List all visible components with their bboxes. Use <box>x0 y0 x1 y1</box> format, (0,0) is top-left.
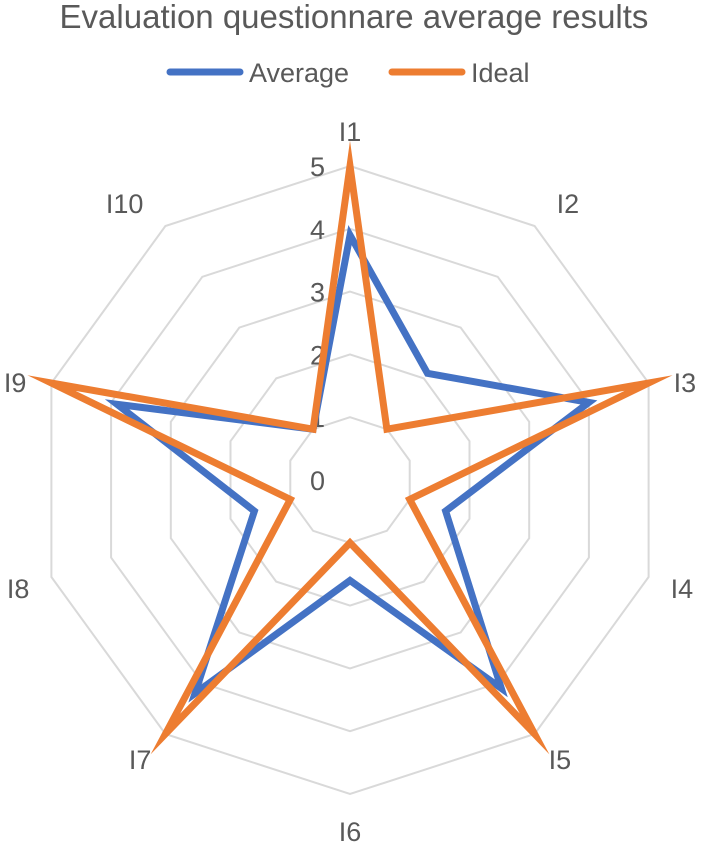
category-label-i1: I1 <box>339 117 362 147</box>
category-label-i7: I7 <box>129 745 152 775</box>
radar-series <box>27 140 673 755</box>
series-average-line <box>104 225 598 703</box>
category-label-i9: I9 <box>4 368 27 398</box>
series-ideal-line <box>27 140 673 755</box>
category-label-i6: I6 <box>339 817 362 847</box>
tick-label: 5 <box>310 152 325 182</box>
legend-label-average: Average <box>249 58 349 88</box>
tick-label: 0 <box>310 466 325 496</box>
category-label-i5: I5 <box>549 745 572 775</box>
category-label-i4: I4 <box>671 574 694 604</box>
legend-label-ideal: Ideal <box>471 58 530 88</box>
category-labels: I1 I2 I3 I4 I5 I6 I7 I8 I9 I10 <box>4 117 696 847</box>
radar-grid <box>50 164 650 796</box>
category-label-i10: I10 <box>106 189 144 219</box>
tick-label: 4 <box>310 215 325 245</box>
category-label-i3: I3 <box>674 368 697 398</box>
grid-ring <box>50 164 650 796</box>
category-label-i2: I2 <box>557 189 580 219</box>
grid-ring <box>110 227 590 733</box>
legend: Average Ideal <box>166 58 530 88</box>
grid-ring <box>289 416 411 544</box>
tick-label: 3 <box>310 278 325 308</box>
chart-title: Evaluation questionnare average results <box>60 0 649 35</box>
category-label-i8: I8 <box>7 574 30 604</box>
grid-ring <box>229 353 471 607</box>
